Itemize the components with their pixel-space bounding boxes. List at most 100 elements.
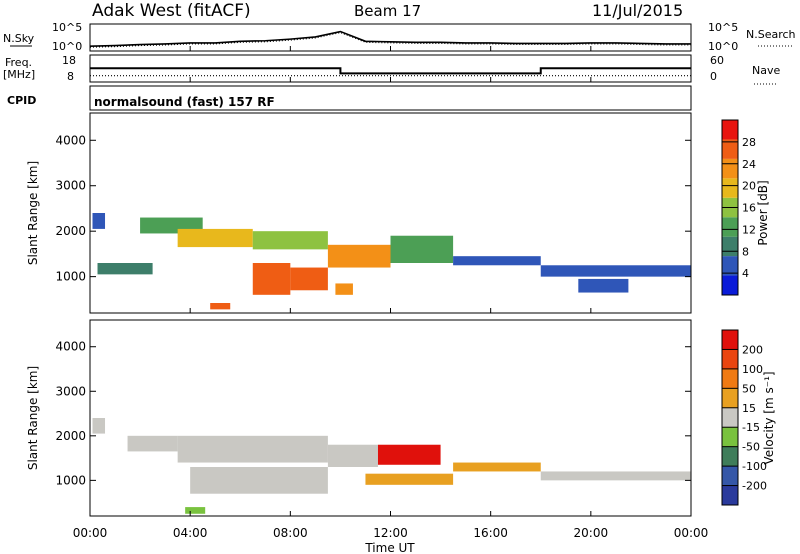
nsearch-series-line [89,32,691,48]
velocity-colorbar-tick-label-4: -15 [742,421,760,434]
nsky-panel: N.Sky 10^5 10^0 10^5 10^0 N.Search [3,21,796,53]
velocity-colorbar-swatch-6 [722,368,738,389]
power-y-tick-label-3: 4000 [55,133,86,147]
velocity-colorbar-tick-label-6: -100 [742,460,767,473]
velocity-region-2 [177,435,328,463]
power-colorbar-tick-label-0: 28 [742,136,756,149]
velocity-colorbar-frame [721,329,739,506]
velocity-region-6 [365,473,454,485]
power-region-12 [578,278,629,293]
velocity-colorbar-swatch-4 [722,407,738,428]
cpid-frame [89,85,692,111]
velocity-region-7 [453,462,541,472]
x-tick-label-1: 04:00 [173,526,208,540]
power-colorbar-swatch-1 [722,256,738,276]
velocity-colorbar-swatch-2 [722,446,738,467]
velocity-colorbar-tick-label-2: 50 [742,382,756,395]
velocity-region-0 [92,418,106,434]
nsearch-label: N.Search [746,28,796,41]
nsky-left-tick-bottom: 10^0 [52,40,82,53]
power-region-5 [252,263,291,295]
beam-title: Beam 17 [354,2,421,20]
velocity-y-axis: 1000 2000 3000 4000 [55,340,691,487]
nave-tick-bottom: 0 [710,70,717,83]
freq-tick-bottom: 8 [67,70,74,83]
velocity-region-9 [185,507,206,514]
power-y-label: Slant Range [km] [26,161,40,265]
power-colorbar-label: Power [dB] [756,180,770,245]
velocity-y-tick-label-2: 3000 [55,384,86,398]
velocity-colorbar-swatch-5 [722,388,738,408]
x-tick-label-3: 12:00 [373,526,408,540]
power-y-axis: 1000 2000 3000 4000 [55,133,691,284]
freq-tick-top: 18 [62,54,76,67]
power-y-tick-label-0: 1000 [55,270,86,284]
velocity-y-tick-label-3: 4000 [55,340,86,354]
x-tick-label-5: 20:00 [574,526,609,540]
power-region-9 [390,235,454,263]
power-colorbar-swatch-7 [722,139,738,159]
x-tick-label-0: 00:00 [73,526,108,540]
power-colorbar-tick-label-3: 16 [742,202,756,215]
power-panel: 1000 2000 3000 4000 Slant Range [km] [26,112,692,314]
power-y-tick-label-2: 3000 [55,179,86,193]
cpid-label: CPID [7,94,36,107]
velocity-colorbar-swatch-3 [722,427,738,447]
nsky-right-tick-top: 10^5 [708,21,738,34]
velocity-region-3 [190,467,328,494]
date-title: 11/Jul/2015 [592,1,683,20]
nave-label: Nave [752,64,780,77]
velocity-colorbar-label: Velocity [m s⁻¹] [762,371,776,464]
power-colorbar-swatch-6 [722,158,738,179]
power-colorbar-tick-label-4: 12 [742,223,756,236]
nsky-label: N.Sky [3,32,35,45]
time-axis: 00:00 04:00 08:00 12:00 16:00 20:00 00:00 [73,46,709,540]
station-title: Adak West (fitACF) [92,1,251,21]
velocity-colorbar: 200 100 50 15 -15 -50 -100 -200 [721,329,767,506]
velocity-data-layer [92,418,691,514]
power-region-10 [453,256,541,266]
power-colorbar-swatch-3 [722,217,738,237]
nave-tick-top: 60 [710,54,724,67]
x-axis-label: Time UT [364,541,415,554]
nsky-right-tick-bottom: 10^0 [708,40,738,53]
power-colorbar-swatch-8 [722,120,738,140]
power-colorbar-tick-label-6: 4 [742,267,749,280]
freq-unit-label: [MHz] [3,68,35,81]
cpid-panel: CPID normalsound (fast) 157 RF [7,85,692,111]
power-data-layer [92,213,691,310]
velocity-frame [89,319,692,517]
power-colorbar-swatch-5 [722,178,738,198]
power-region-4 [252,231,328,250]
x-tick-label-6: 00:00 [674,526,709,540]
freq-panel: Freq. [MHz] 18 8 60 0 Nave [3,54,780,85]
velocity-region-8 [540,471,691,481]
velocity-colorbar-tick-label-7: -200 [742,480,767,493]
power-colorbar: 28 24 20 16 12 8 4 [721,119,756,296]
power-region-13 [210,303,231,310]
velocity-colorbar-tick-label-1: 100 [742,363,763,376]
velocity-colorbar-tick-label-5: -50 [742,441,760,454]
nsky-left-tick-top: 10^5 [52,21,82,34]
velocity-region-4 [327,444,378,467]
x-tick-label-2: 08:00 [273,526,308,540]
freq-series-line [90,67,691,75]
velocity-colorbar-swatch-1 [722,466,738,486]
velocity-colorbar-swatch-0 [722,485,738,505]
power-colorbar-swatch-0 [722,275,738,295]
nsky-series-line [89,30,691,47]
cpid-mode: normalsound (fast) 157 RF [94,95,275,109]
velocity-colorbar-swatch-8 [722,330,738,350]
power-region-8 [335,283,353,295]
x-tick-label-4: 16:00 [473,526,508,540]
velocity-region-5 [377,444,441,465]
power-y-tick-label-1: 2000 [55,224,86,238]
power-colorbar-tick-label-1: 24 [742,158,756,171]
velocity-colorbar-tick-label-0: 200 [742,343,763,356]
power-region-6 [290,267,328,291]
velocity-y-label: Slant Range [km] [26,366,40,470]
velocity-y-tick-label-0: 1000 [55,473,86,487]
power-colorbar-tick-label-2: 20 [742,180,756,193]
power-region-11 [540,265,691,277]
